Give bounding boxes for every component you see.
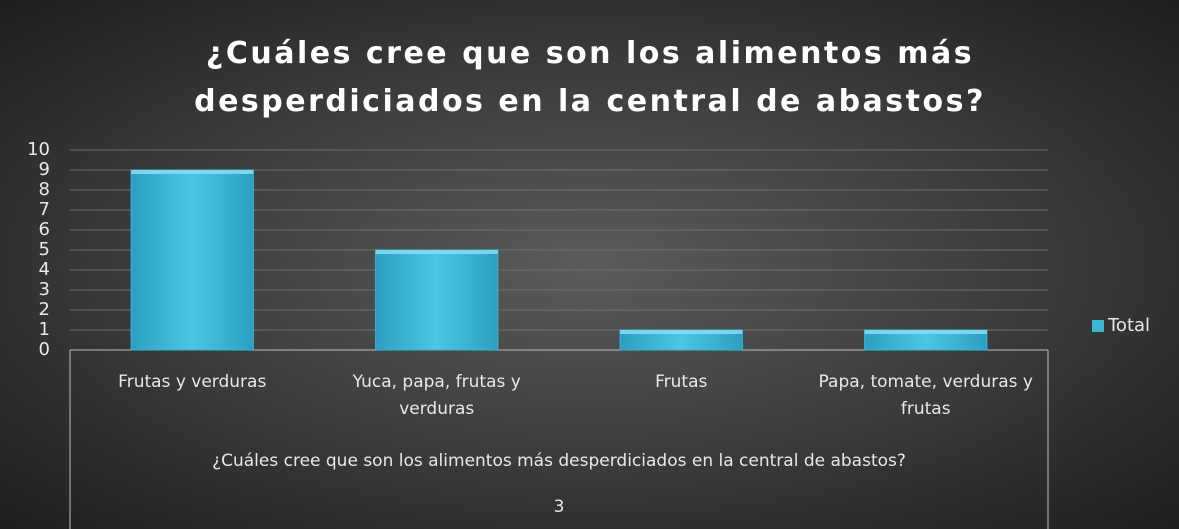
bar xyxy=(130,169,254,351)
bar-bevel xyxy=(375,250,498,254)
y-tick-label: 5 xyxy=(39,239,50,260)
x-tick-label: Yuca, papa, frutas y verduras xyxy=(352,372,521,419)
chart-title: ¿Cuáles cree que son los alimentos más d… xyxy=(194,36,986,119)
x-tick-label: Frutas xyxy=(655,372,708,392)
y-tick-label: 0 xyxy=(39,339,50,360)
group-sublabel: 3 xyxy=(553,497,565,517)
y-tick-label: 4 xyxy=(39,259,50,280)
x-tick-label: Papa, tomate, verduras y frutas xyxy=(818,372,1033,419)
x-tick-label: Frutas y verduras xyxy=(118,372,267,392)
y-tick-label: 3 xyxy=(39,279,50,300)
y-tick-label: 7 xyxy=(39,199,50,220)
legend-label: Total xyxy=(1107,315,1150,336)
bar xyxy=(375,249,499,351)
y-tick-label: 9 xyxy=(39,159,50,180)
y-tick-label: 1 xyxy=(39,319,50,340)
legend-swatch xyxy=(1092,320,1104,332)
group-label: ¿Cuáles cree que son los alimentos más d… xyxy=(212,451,906,471)
y-tick-label: 6 xyxy=(39,219,50,240)
y-tick-label: 8 xyxy=(39,179,50,200)
bar-bevel xyxy=(864,330,987,334)
bar-bevel xyxy=(131,170,254,174)
bar-bevel xyxy=(620,330,743,334)
y-tick-label: 10 xyxy=(27,139,50,160)
y-tick-label: 2 xyxy=(39,299,50,320)
